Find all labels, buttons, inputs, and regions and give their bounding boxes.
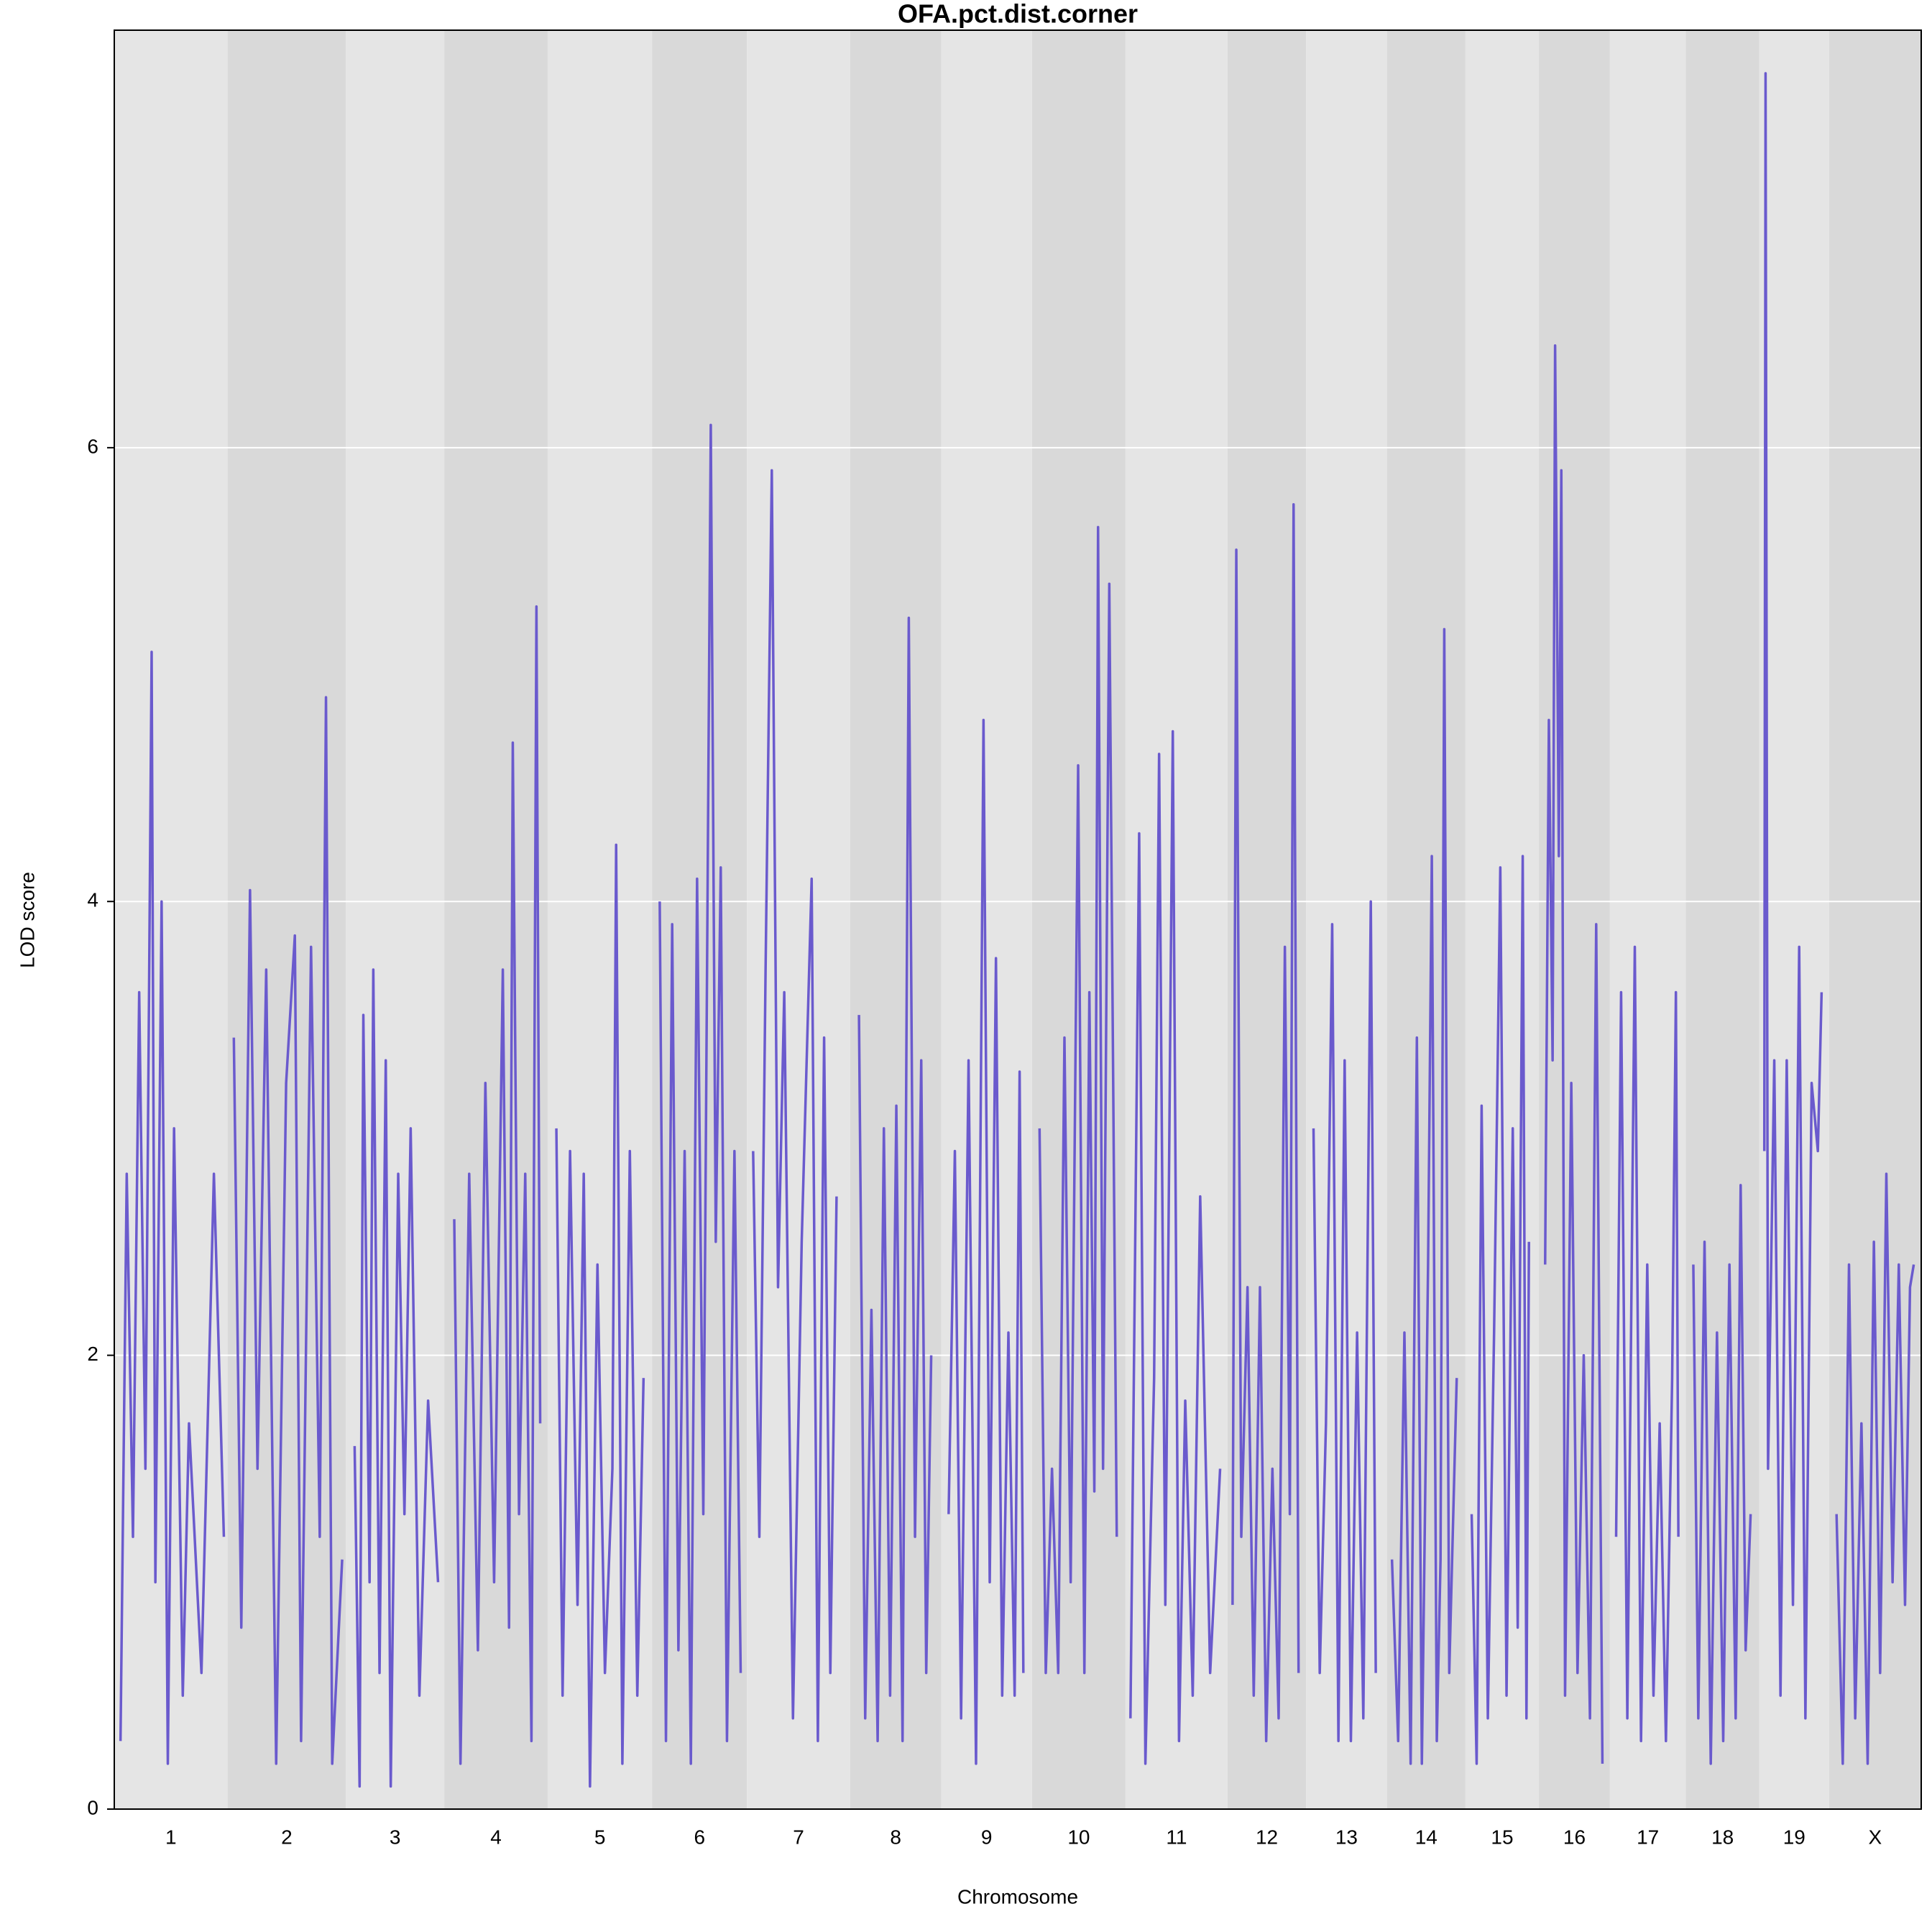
lod-line xyxy=(353,968,440,1788)
plot-frame xyxy=(114,29,1922,1810)
x-tick-label: 8 xyxy=(890,1826,901,1848)
x-tick-label: 2 xyxy=(281,1826,293,1848)
x-tick-label: 7 xyxy=(793,1826,804,1848)
y-tick-label: 2 xyxy=(87,1343,98,1365)
lod-line xyxy=(1470,855,1530,1765)
chromosome-band xyxy=(1539,30,1610,1809)
x-tick-label: 15 xyxy=(1491,1826,1513,1848)
lod-line xyxy=(1390,627,1458,1765)
x-tick-label: 1 xyxy=(165,1826,177,1848)
lod-line xyxy=(1129,730,1222,1765)
lod-line xyxy=(1692,1184,1752,1765)
chromosome-band xyxy=(1685,30,1760,1809)
lod-line xyxy=(1544,344,1604,1764)
x-tick-label: 14 xyxy=(1415,1826,1438,1848)
chromosome-band xyxy=(747,30,850,1809)
chromosome-band xyxy=(1828,30,1921,1809)
lod-line xyxy=(453,605,542,1765)
x-tick-label: 17 xyxy=(1637,1826,1659,1848)
x-tick-label: X xyxy=(1869,1826,1882,1848)
x-tick-label: 9 xyxy=(981,1826,993,1848)
x-tick-label: 12 xyxy=(1256,1826,1278,1848)
x-axis-label: Chromosome xyxy=(957,1885,1078,1908)
x-tick-label: 3 xyxy=(390,1826,401,1848)
x-tick-label: 5 xyxy=(594,1826,606,1848)
y-tick-label: 0 xyxy=(87,1796,98,1818)
lod-line xyxy=(1614,945,1680,1743)
x-tick-label: 6 xyxy=(694,1826,706,1848)
x-tick-label: 16 xyxy=(1563,1826,1586,1848)
lod-line xyxy=(1312,900,1377,1743)
lod-line xyxy=(947,718,1025,1765)
x-tick-label: 10 xyxy=(1067,1826,1090,1848)
x-tick-label: 13 xyxy=(1335,1826,1358,1848)
lod-line xyxy=(857,616,933,1743)
lod-line xyxy=(119,650,226,1765)
chart-title: OFA.pct.dist.corner xyxy=(898,0,1138,29)
x-tick-label: 11 xyxy=(1166,1826,1187,1848)
lod-line xyxy=(1835,1172,1915,1765)
x-tick-label: 19 xyxy=(1783,1826,1806,1848)
lod-line xyxy=(752,469,838,1743)
y-axis-label: LOD score xyxy=(16,872,38,968)
lod-line xyxy=(232,696,344,1765)
chromosome-band xyxy=(547,30,653,1809)
x-tick-label: 4 xyxy=(490,1826,502,1848)
chromosome-band xyxy=(1609,30,1686,1809)
lod-line xyxy=(1762,72,1823,1720)
y-tick-label: 6 xyxy=(87,435,98,457)
x-tick-label: 18 xyxy=(1711,1826,1734,1848)
y-tick-label: 4 xyxy=(87,889,98,911)
chromosome-band xyxy=(941,30,1032,1809)
lod-line xyxy=(658,423,742,1765)
lod-line xyxy=(555,843,645,1788)
lod-line xyxy=(1231,503,1300,1743)
lod-line xyxy=(1038,525,1118,1675)
